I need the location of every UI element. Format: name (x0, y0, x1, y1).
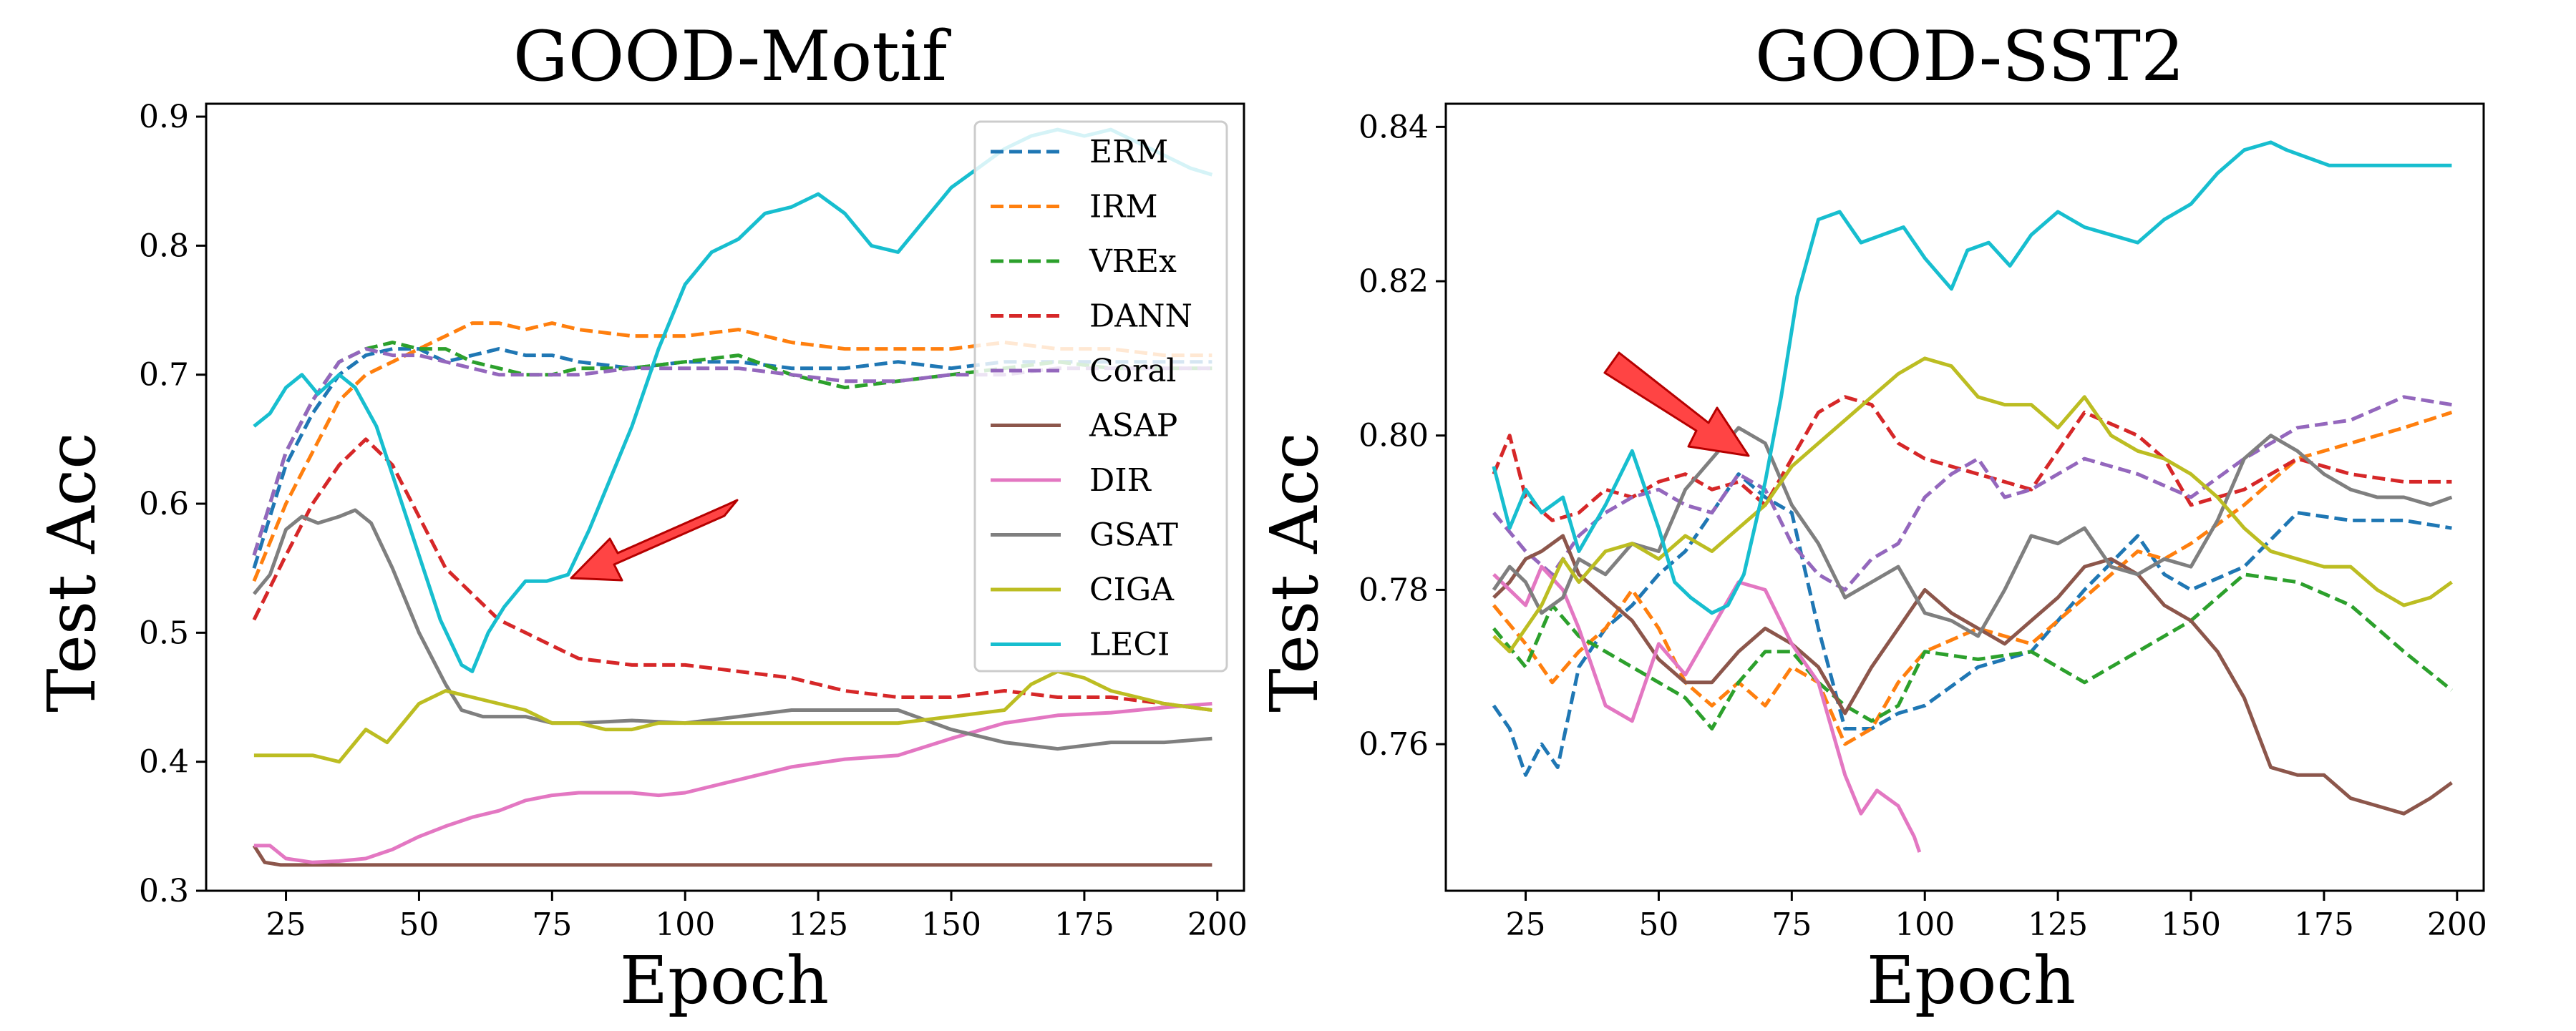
series-line-dann (1492, 395, 2452, 522)
x-tick-label: 100 (655, 907, 715, 943)
legend-label: CIGA (1089, 572, 1175, 608)
x-tick-label: 125 (2028, 907, 2088, 943)
y-tick-label: 0.4 (139, 744, 189, 781)
x-axis-label: Epoch (1867, 942, 2076, 1019)
legend-label: GSAT (1089, 517, 1178, 554)
legend-label: Coral (1089, 353, 1177, 389)
x-tick-label: 125 (788, 907, 848, 943)
x-tick-label: 150 (921, 907, 981, 943)
x-tick-label: 75 (1771, 907, 1812, 943)
series-line-ciga (1492, 356, 2453, 654)
x-tick-label: 50 (399, 907, 439, 943)
legend-label: DIR (1089, 462, 1152, 499)
y-tick-label: 0.7 (139, 357, 189, 394)
chart-title: GOOD-SST2 (1755, 16, 2184, 97)
red-arrow-icon (570, 499, 739, 582)
y-tick-label: 0.9 (139, 99, 189, 135)
series-line-coral (1492, 395, 2452, 592)
series-line-dir (253, 702, 1212, 864)
y-tick-label: 0.84 (1359, 109, 1429, 145)
y-axis-label: Test Acc (1256, 432, 1333, 713)
y-axis-label: Test Acc (34, 432, 110, 713)
x-tick-label: 25 (1506, 907, 1546, 943)
series-line-asap (252, 844, 1212, 867)
plot-area (252, 127, 1213, 867)
y-tick-label: 0.8 (139, 228, 189, 264)
legend: ERM IRM VREx DANN Coral ASAP DIR GSAT CIGA LECI (973, 120, 1228, 673)
axes-frame (1444, 102, 2485, 892)
chart-title: GOOD-Motif (513, 16, 952, 97)
series-line-vrex (1492, 572, 2453, 731)
x-axis-label: Epoch (620, 942, 829, 1019)
x-tick-label: 75 (532, 907, 572, 943)
legend-label: ASAP (1089, 408, 1177, 444)
series-line-dir (1492, 565, 1922, 853)
y-tick-label: 0.3 (139, 873, 189, 909)
legend-label: DANN (1089, 298, 1192, 335)
tick-group: 25 50 75 100 125 150 175 200 0.3 0.4 0.5 0.6 0.7 0.8 0… (139, 99, 1248, 943)
legend-label: LECI (1089, 627, 1170, 663)
y-tick-label: 0.80 (1359, 418, 1429, 454)
x-tick-label: 50 (1638, 907, 1678, 943)
y-tick-label: 0.82 (1359, 263, 1429, 300)
x-tick-label: 100 (1895, 907, 1955, 943)
panel-good-sst2: GOOD-SST2 Epoch Test Acc 25 50 75 100 125 150… (1256, 16, 2487, 1019)
series-line-dann (252, 437, 1212, 712)
y-tick-label: 0.76 (1359, 726, 1429, 763)
y-tick-label: 0.6 (139, 486, 189, 522)
series-line-gsat (1492, 426, 2453, 638)
annotation-arrow (570, 499, 739, 582)
tick-group: 25 50 75 100 125 150 175 200 0.76 0.78 0.80 0.82 0.8… (1359, 109, 2487, 943)
x-tick-label: 175 (2294, 907, 2354, 943)
x-tick-label: 175 (1054, 907, 1114, 943)
legend-label: ERM (1089, 134, 1168, 170)
plot-area (1492, 140, 2453, 853)
series-line-gsat (252, 508, 1212, 751)
series-line-leci (1492, 140, 2452, 615)
y-tick-label: 0.78 (1359, 572, 1429, 608)
x-tick-label: 200 (1187, 907, 1248, 943)
x-tick-label: 150 (2161, 907, 2221, 943)
legend-label: VREx (1089, 243, 1177, 280)
red-arrow-icon (1603, 351, 1750, 457)
annotation-arrow (1603, 351, 1750, 457)
x-tick-label: 200 (2427, 907, 2487, 943)
panel-good-motif: GOOD-Motif Epoch Test Acc 25 50 75 100 125 15… (34, 16, 1248, 1019)
series-line-ciga (253, 669, 1212, 764)
series-line-asap (1492, 534, 2453, 816)
series-line-erm (1492, 472, 2452, 777)
x-tick-label: 25 (266, 907, 306, 943)
y-tick-label: 0.5 (139, 615, 189, 651)
axes-frame (205, 102, 1245, 892)
legend-label: IRM (1089, 189, 1158, 225)
